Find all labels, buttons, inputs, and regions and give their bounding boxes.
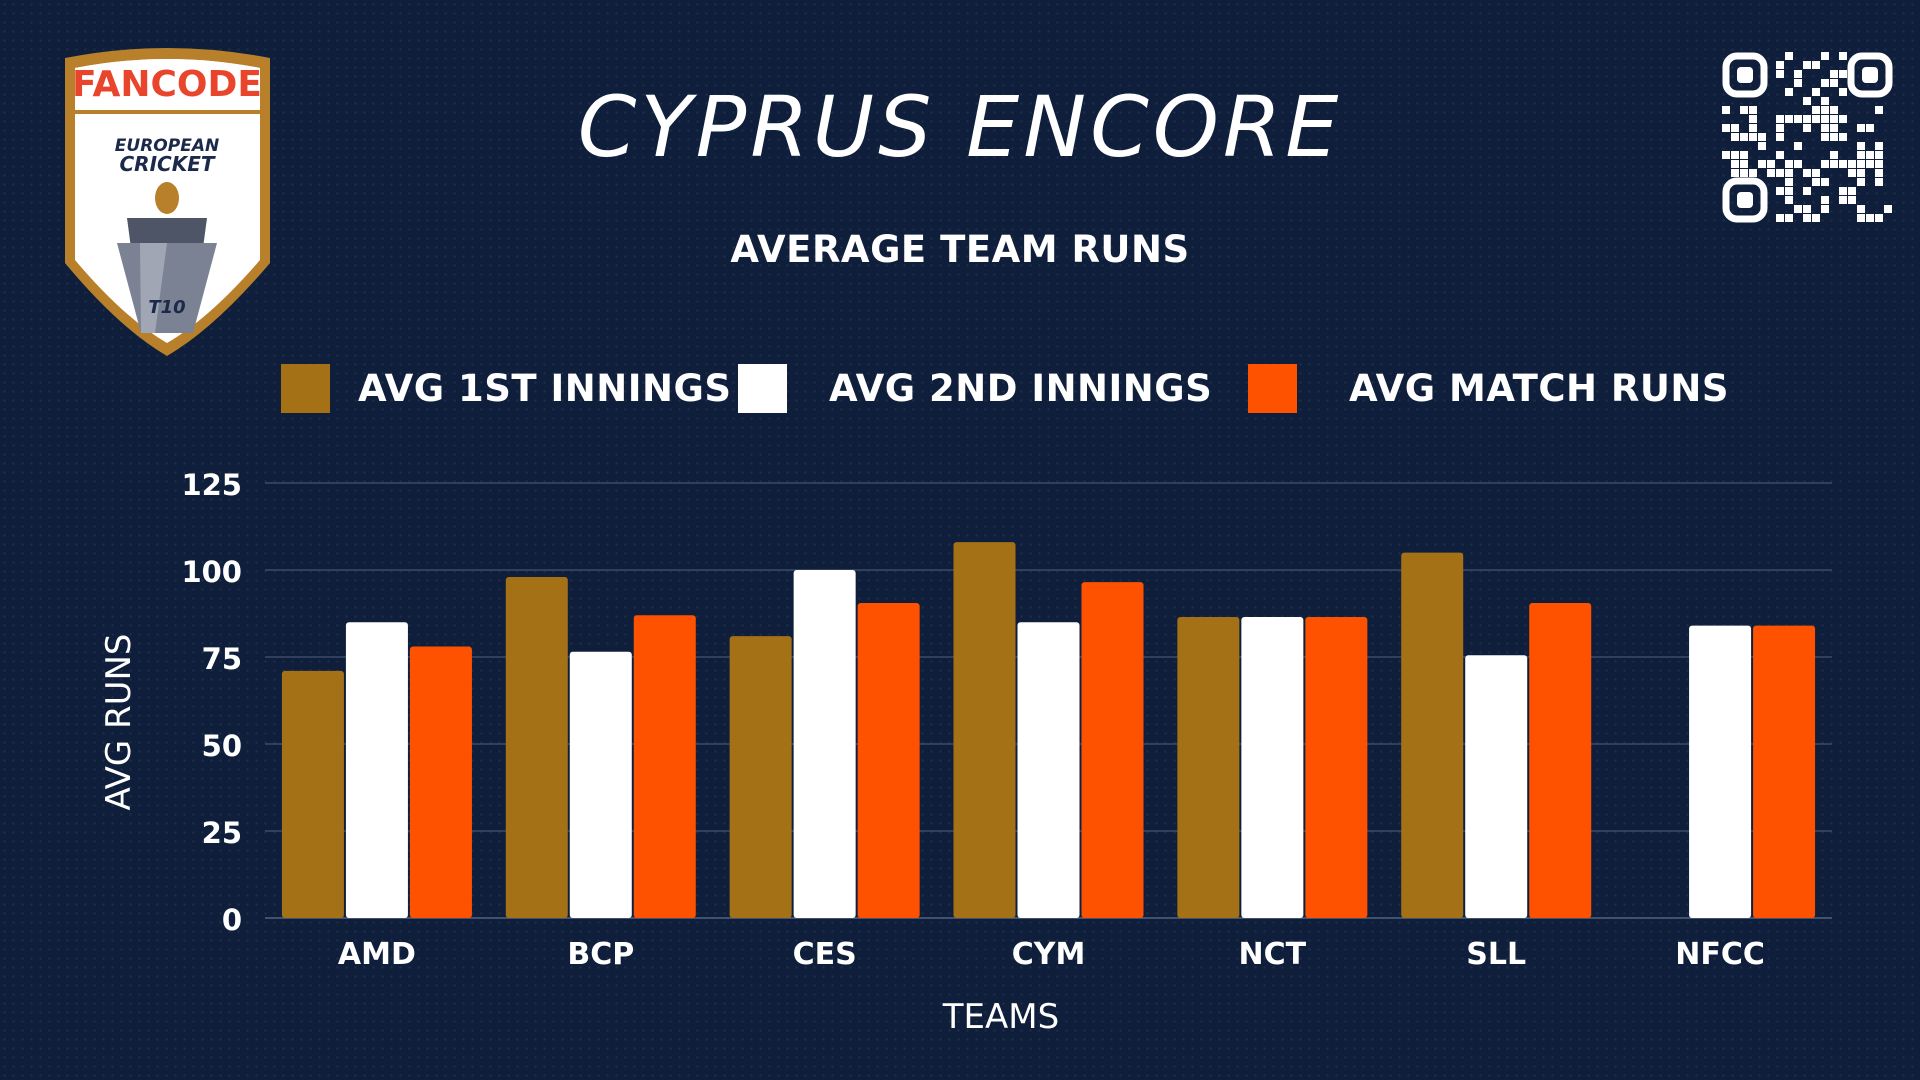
bar-sll-series-1 xyxy=(1401,552,1464,918)
bar-nct-series-1 xyxy=(1177,616,1240,918)
y-tick-label: 25 xyxy=(202,816,242,850)
bar-nfcc-series-3 xyxy=(1753,625,1816,918)
bar-sll-series-3 xyxy=(1529,603,1592,918)
bar-bcp-series-1 xyxy=(505,576,568,918)
bar-nfcc-series-2 xyxy=(1689,625,1752,918)
y-tick-label: 125 xyxy=(181,468,242,502)
bar-ces-series-1 xyxy=(729,636,792,918)
chart-legend: AVG 1ST INNINGS AVG 2ND INNINGS AVG MATC… xyxy=(0,362,1920,414)
x-axis-label: TEAMS xyxy=(942,997,1059,1037)
bar-sll-series-2 xyxy=(1465,655,1528,918)
legend-swatch-match-runs xyxy=(1248,363,1297,413)
bar-cym-series-3 xyxy=(1081,582,1144,918)
bar-nct-series-2 xyxy=(1241,616,1304,918)
logo-line1-text: EUROPEAN xyxy=(115,136,219,156)
x-tick-label: BCP xyxy=(567,937,634,972)
bar-cym-series-2 xyxy=(1017,622,1080,918)
bar-nct-series-3 xyxy=(1305,616,1368,918)
x-tick-label: NCT xyxy=(1239,937,1307,972)
legend-swatch-2nd-innings xyxy=(738,363,787,413)
bar-amd-series-3 xyxy=(409,646,472,918)
x-tick-label: NFCC xyxy=(1675,937,1765,972)
bar-ces-series-3 xyxy=(857,603,920,918)
y-tick-label: 75 xyxy=(202,642,242,676)
bar-cym-series-1 xyxy=(953,542,1016,918)
legend-label-2nd-innings: AVG 2ND INNINGS xyxy=(829,366,1213,410)
bar-ces-series-2 xyxy=(793,570,856,918)
legend-label-1st-innings: AVG 1ST INNINGS xyxy=(358,366,732,410)
y-tick-label: 0 xyxy=(222,903,242,937)
x-tick-label: CYM xyxy=(1012,937,1086,972)
x-tick-label: SLL xyxy=(1466,937,1526,972)
bar-bcp-series-3 xyxy=(633,615,696,918)
y-tick-label: 50 xyxy=(202,729,242,763)
legend-swatch-1st-innings xyxy=(281,363,330,413)
x-tick-label: CES xyxy=(793,937,857,972)
x-tick-label: AMD xyxy=(338,937,416,972)
logo-line2-text: CRICKET xyxy=(120,152,216,176)
y-tick-label: 100 xyxy=(181,555,242,589)
bar-amd-series-2 xyxy=(345,622,408,918)
y-axis-label: AVG RUNS xyxy=(99,633,139,810)
page-title: CYPRUS ENCORE xyxy=(577,78,1343,176)
legend-item-2nd-innings: AVG 2ND INNINGS xyxy=(738,362,1212,414)
chart-title: AVERAGE TEAM RUNS xyxy=(730,228,1190,271)
bar-amd-series-1 xyxy=(281,670,344,918)
logo-badge-text: T10 xyxy=(148,297,185,318)
bar-bcp-series-2 xyxy=(569,651,632,918)
fancode-logo: FANCODE EUROPEAN CRICKET T10 xyxy=(65,48,270,356)
qr-code-icon xyxy=(1722,52,1893,223)
legend-item-match-runs: AVG MATCH RUNS xyxy=(1248,362,1729,414)
logo-brand-text: FANCODE xyxy=(72,64,262,105)
legend-label-match-runs: AVG MATCH RUNS xyxy=(1349,366,1729,410)
legend-item-1st-innings: AVG 1ST INNINGS xyxy=(281,362,731,414)
